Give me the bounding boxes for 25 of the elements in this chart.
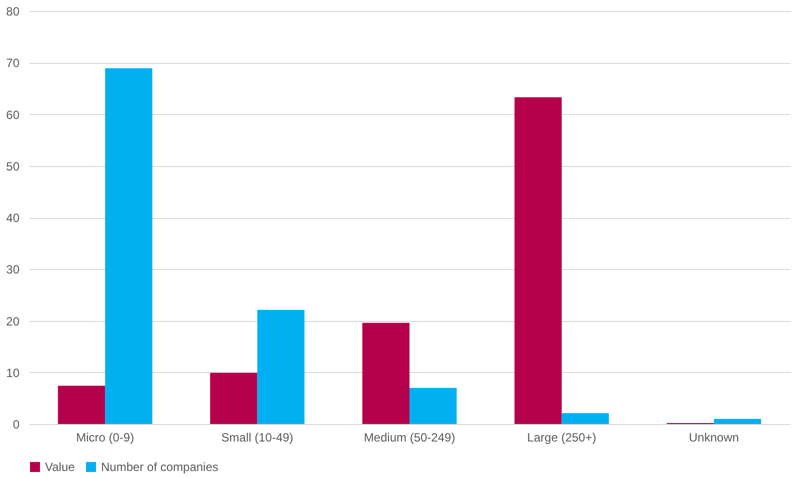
y-tick-label: 20 bbox=[6, 314, 20, 328]
y-tick-label: 10 bbox=[6, 366, 20, 380]
bar bbox=[257, 310, 304, 424]
y-tick-label: 40 bbox=[6, 211, 20, 225]
x-tick-label: Medium (50-249) bbox=[364, 430, 456, 444]
x-tick-label: Small (10-49) bbox=[221, 430, 294, 444]
y-tick-label: 60 bbox=[6, 108, 20, 122]
bar bbox=[105, 68, 152, 424]
bar bbox=[210, 372, 258, 424]
bar bbox=[714, 418, 762, 424]
bar bbox=[514, 97, 562, 424]
y-tick-label: 30 bbox=[6, 262, 20, 277]
x-tick-label: Unknown bbox=[688, 430, 739, 444]
bar bbox=[58, 386, 106, 424]
bar bbox=[410, 388, 457, 424]
bar bbox=[362, 322, 410, 424]
x-tick-label: Micro (0-9) bbox=[76, 430, 134, 444]
x-tick-label: Large (250+) bbox=[527, 430, 596, 444]
bar bbox=[562, 413, 609, 424]
y-tick-label: 80 bbox=[6, 4, 20, 18]
legend-label: Value bbox=[45, 460, 76, 474]
legend-label: Number of companies bbox=[101, 460, 218, 474]
y-tick-label: 0 bbox=[12, 418, 20, 432]
y-tick-label: 50 bbox=[6, 159, 20, 174]
y-tick-label: 70 bbox=[6, 56, 20, 70]
